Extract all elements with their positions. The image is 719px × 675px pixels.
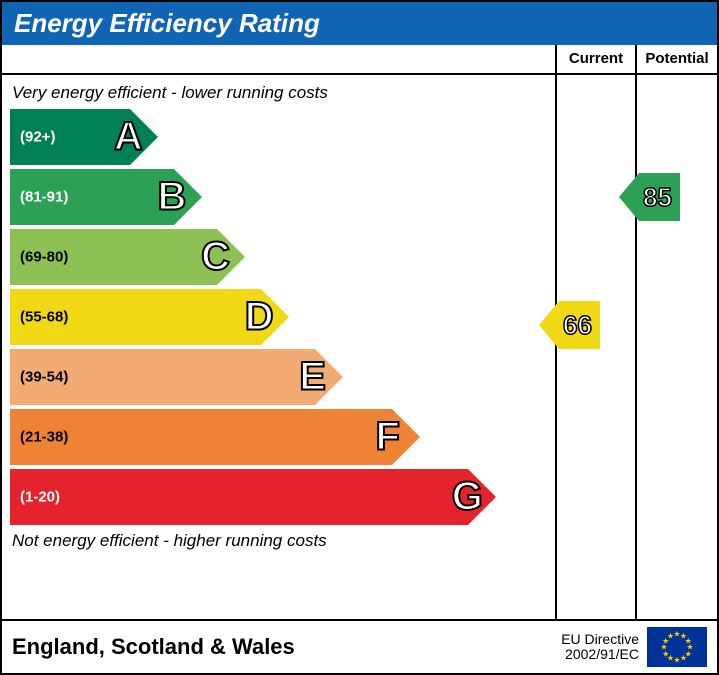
caption-top: Very energy efficient - lower running co… (2, 81, 555, 105)
caption-bottom: Not energy efficient - higher running co… (2, 529, 555, 553)
potential-column: 85 (637, 75, 717, 619)
band-letter-e: E (299, 355, 326, 400)
band-letter-c: C (201, 235, 230, 280)
band-range-d: (55-68) (20, 309, 68, 326)
header-spacer (2, 45, 557, 75)
band-a: (92+) A (10, 109, 555, 165)
band-bar-e: (39-54) (10, 349, 315, 405)
band-d: (55-68) D (10, 289, 555, 345)
band-range-f: (21-38) (20, 429, 68, 446)
current-value-arrow: 66 (539, 301, 600, 349)
band-f: (21-38) F (10, 409, 555, 465)
main-area: Very energy efficient - lower running co… (2, 75, 717, 621)
band-bar-a: (92+) (10, 109, 130, 165)
title-text: Energy Efficiency Rating (14, 8, 320, 38)
band-b: (81-91) B (10, 169, 555, 225)
band-letter-g: G (452, 475, 483, 520)
band-range-e: (39-54) (20, 369, 68, 386)
directive-line1: EU Directive (561, 631, 639, 647)
potential-value-arrow: 85 (619, 173, 680, 221)
band-bar-f: (21-38) (10, 409, 392, 465)
band-e: (39-54) E (10, 349, 555, 405)
eu-flag-icon: ★★★★★★★★★★★★ (647, 627, 707, 667)
band-range-a: (92+) (20, 129, 55, 146)
band-range-g: (1-20) (20, 489, 60, 506)
potential-value-arrow-value: 85 (639, 173, 680, 221)
band-bar-b: (81-91) (10, 169, 174, 225)
band-letter-d: D (245, 295, 274, 340)
band-letter-f: F (376, 415, 400, 460)
column-header-row: Current Potential (2, 45, 717, 75)
region-text: England, Scotland & Wales (12, 634, 561, 660)
current-value-arrow-value: 66 (559, 301, 600, 349)
band-range-c: (69-80) (20, 249, 68, 266)
band-bar-c: (69-80) (10, 229, 217, 285)
bands-area: Very energy efficient - lower running co… (2, 75, 557, 619)
header-potential: Potential (637, 45, 717, 75)
band-bar-d: (55-68) (10, 289, 261, 345)
band-letter-a: A (114, 115, 143, 160)
band-g: (1-20) G (10, 469, 555, 525)
title-bar: Energy Efficiency Rating (2, 2, 717, 45)
band-c: (69-80) C (10, 229, 555, 285)
directive-text: EU Directive 2002/91/EC (561, 632, 639, 663)
current-column: 66 (557, 75, 637, 619)
band-letter-b: B (158, 175, 187, 220)
band-bar-g: (1-20) (10, 469, 468, 525)
footer: England, Scotland & Wales EU Directive 2… (2, 621, 717, 673)
directive-line2: 2002/91/EC (565, 646, 639, 662)
band-range-b: (81-91) (20, 189, 68, 206)
header-current: Current (557, 45, 637, 75)
epc-container: Energy Efficiency Rating Current Potenti… (0, 0, 719, 675)
